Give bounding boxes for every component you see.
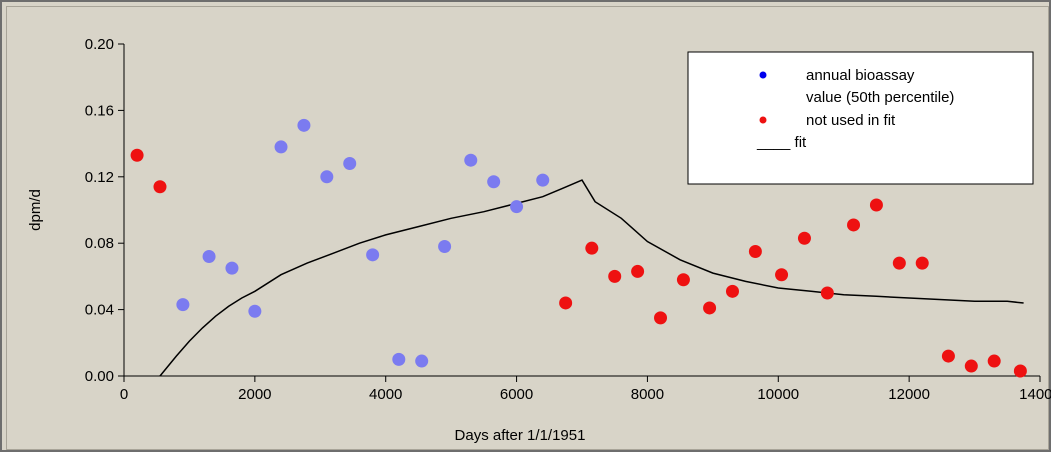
excluded-point [559,296,573,310]
legend-entry: not used in fit [806,112,896,129]
x-tick-label: 10000 [757,386,799,403]
bioassay-point [297,118,311,132]
y-axis-title: dpm/d [27,189,44,231]
excluded-point [847,218,861,232]
excluded-point [608,269,622,283]
excluded-point [153,180,167,194]
bioassay-point [274,140,288,154]
excluded-point [915,256,929,270]
x-tick-label: 0 [120,386,128,403]
x-axis-title: Days after 1/1/1951 [455,427,586,444]
excluded-point [820,286,834,300]
legend-entry: ____ fit [756,134,807,151]
excluded-point [941,349,955,363]
excluded-point [130,148,144,162]
x-tick-label: 6000 [500,386,533,403]
excluded-point [869,198,883,212]
bioassay-point [248,304,262,318]
x-tick-label: 4000 [369,386,402,403]
legend: annual bioassay value (50th percentile) no… [687,51,1034,185]
fit-line [159,179,1024,377]
bioassay-point [487,175,501,189]
excluded-point [797,231,811,245]
legend-entry: value (50th percentile) [806,89,954,106]
excluded-point [892,256,906,270]
excluded-point [1013,364,1027,378]
bioassay-point [176,298,190,312]
excluded-point [964,359,978,373]
excluded-point [987,354,1001,368]
fit-line-layer [159,179,1024,377]
legend-box [687,51,1034,185]
bioassay-point [225,261,239,275]
legend-entry: annual bioassay [806,67,915,84]
y-tick-label: 0.00 [85,368,114,385]
excluded-point [748,245,762,258]
bioassay-point [415,354,429,368]
y-tick-label: 0.08 [85,235,114,252]
legend-marker [759,71,767,79]
bioassay-point [464,153,478,167]
chart-inner-border [6,6,1049,450]
bioassay-point [438,240,452,254]
excluded-point [631,264,645,278]
excluded-point [775,268,789,282]
y-tick-label: 0.16 [85,102,114,119]
bioassay-point [343,157,357,171]
excluded-point [703,301,717,315]
bioassay-point [202,249,216,263]
excluded-point [725,284,739,298]
bioassay-point [536,173,550,187]
y-tick-label: 0.20 [85,36,114,53]
legend-marker [759,116,767,124]
excluded-point [676,273,690,287]
y-tick-label: 0.04 [85,302,114,319]
axes: 0.00 0.04 0.08 0.12 0.16 0.20 0 2000 4000 6000 800… [85,36,1051,403]
excluded-point [654,311,668,325]
x-tick-label: 14000 [1019,386,1051,403]
bioassay-point [320,170,334,184]
bioassay-point [510,200,524,214]
bioassay-point [366,248,380,262]
excluded-point [585,241,599,255]
x-tick-label: 2000 [238,386,271,403]
points-layer [130,118,1027,378]
x-tick-label: 12000 [888,386,930,403]
x-tick-label: 8000 [631,386,664,403]
bioassay-point [392,352,406,366]
y-tick-label: 0.12 [85,169,114,186]
